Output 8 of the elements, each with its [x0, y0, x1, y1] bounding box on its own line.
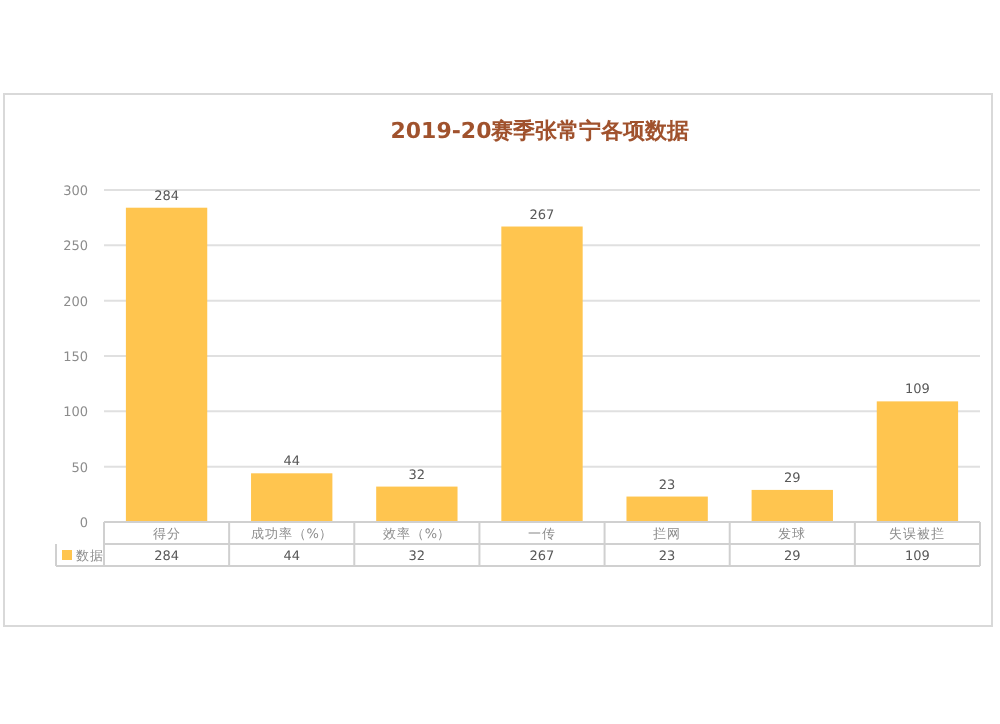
bar — [125, 207, 208, 522]
bar — [376, 486, 458, 522]
bar — [251, 473, 333, 522]
bar — [876, 401, 959, 522]
bar — [751, 489, 833, 522]
chart-title: 2019-20赛季张常宁各项数据 — [390, 118, 690, 144]
bar — [501, 226, 583, 522]
bar — [626, 496, 708, 522]
